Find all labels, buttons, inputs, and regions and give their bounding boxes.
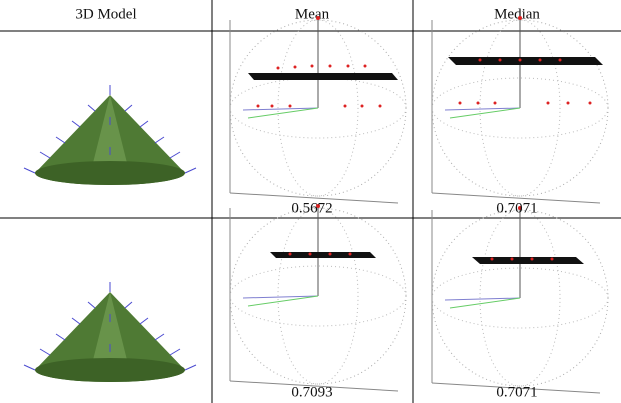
value-cell: 0.5672 [291,200,332,216]
value-cell: 0.7093 [291,384,332,400]
plot-median-1 [431,15,609,204]
value-cell: 0.7071 [496,200,537,216]
plot-mean-2 [229,203,407,392]
header-cell: Mean [295,6,330,22]
plot-median-2 [431,205,609,394]
header-cell: Median [494,6,540,22]
cone-model [23,281,197,383]
value-cell: 0.7071 [496,384,537,400]
cone-model [23,84,197,186]
header-cell: 3D Model [75,6,136,22]
plot-mean-1 [229,15,407,204]
